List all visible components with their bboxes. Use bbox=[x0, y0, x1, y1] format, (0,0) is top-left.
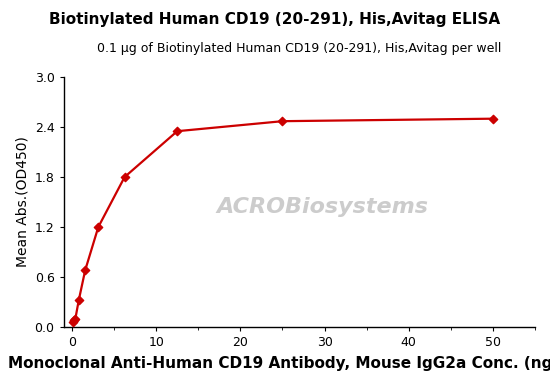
Point bbox=[278, 118, 287, 124]
Title: 0.1 µg of Biotinylated Human CD19 (20-291), His,Avitag per well: 0.1 µg of Biotinylated Human CD19 (20-29… bbox=[97, 42, 502, 55]
Point bbox=[69, 317, 78, 323]
Point bbox=[68, 318, 77, 325]
Text: ACROBiosystems: ACROBiosystems bbox=[217, 197, 429, 217]
X-axis label: Monoclonal Anti-Human CD19 Antibody, Mouse IgG2a Conc. (ng/mL): Monoclonal Anti-Human CD19 Antibody, Mou… bbox=[8, 356, 550, 371]
Point bbox=[120, 174, 129, 180]
Y-axis label: Mean Abs.(OD450): Mean Abs.(OD450) bbox=[15, 137, 29, 267]
Point bbox=[94, 224, 103, 230]
Point bbox=[488, 115, 497, 122]
Point bbox=[173, 128, 182, 134]
Point bbox=[81, 267, 90, 273]
Text: Biotinylated Human CD19 (20-291), His,Avitag ELISA: Biotinylated Human CD19 (20-291), His,Av… bbox=[50, 12, 501, 27]
Point bbox=[74, 297, 83, 303]
Point bbox=[71, 316, 80, 322]
